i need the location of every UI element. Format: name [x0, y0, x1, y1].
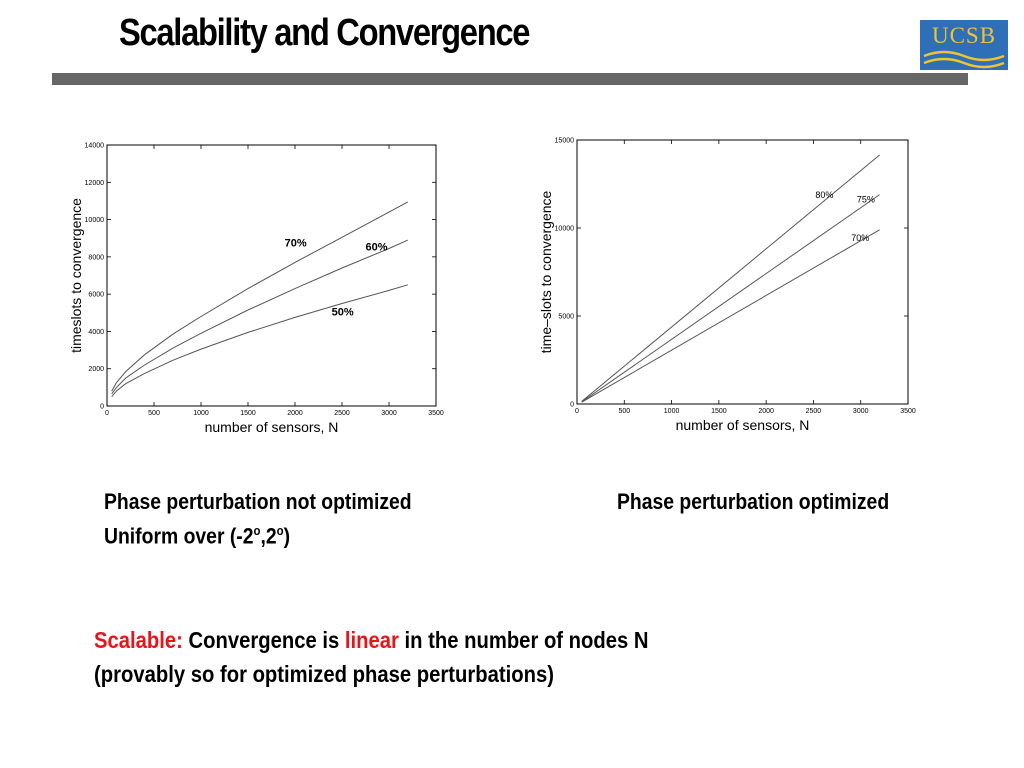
y-tick-label: 8000 — [88, 254, 104, 261]
series-line-70pct — [111, 201, 409, 392]
summary-part1: Convergence is — [182, 627, 345, 653]
summary-line2: (provably so for optimized phase perturb… — [94, 661, 554, 687]
y-tick-label: 10000 — [555, 226, 575, 233]
y-tick-label: 12000 — [85, 180, 105, 187]
title-rule — [52, 73, 968, 85]
series-label-80pct: 80% — [815, 190, 833, 200]
series-line-60pct — [111, 239, 409, 395]
x-tick-label: 3000 — [381, 410, 397, 417]
x-tick-label: 1500 — [240, 410, 256, 417]
x-tick-label: 2000 — [287, 410, 303, 417]
linear-word: linear — [344, 627, 399, 653]
y-tick-label: 0 — [570, 402, 574, 409]
chart-right: 0 500 1000 1500 2000 2500 3000 3500 0 5000 10000 15… — [538, 138, 916, 434]
scalable-label: Scalable: — [94, 627, 183, 653]
y-axis-label: time–slots to convergence — [538, 190, 554, 353]
series-label-75pct: 75% — [857, 194, 875, 204]
y-tick-label: 4000 — [88, 329, 104, 336]
x-tick-label: 3500 — [900, 408, 916, 415]
x-axis-label: number of sensors, N — [676, 417, 810, 433]
logo-text: UCSB — [931, 23, 997, 48]
caption-left-mid: ,2 — [260, 523, 277, 549]
summary-line1: Scalable: Convergence is linear in the n… — [94, 627, 649, 654]
y-tick-label: 5000 — [558, 314, 574, 321]
slide-title: Scalability and Convergence — [119, 12, 530, 54]
series-line-50pct — [111, 284, 408, 398]
caption-left-line2: Uniform over (-2o,2o) — [104, 523, 290, 549]
degree-mark: o — [276, 523, 284, 538]
x-axis-label: number of sensors, N — [205, 419, 339, 435]
x-tick-label: 0 — [575, 408, 579, 415]
x-tick-label: 3500 — [428, 410, 444, 417]
x-tick-label: 500 — [148, 410, 160, 417]
x-tick-label: 3000 — [853, 408, 869, 415]
caption-right-line1: Phase perturbation optimized — [617, 489, 890, 514]
series-line-75pct — [581, 194, 880, 403]
y-tick-label: 10000 — [85, 217, 105, 224]
logo-waves-icon — [923, 50, 1005, 69]
plot-frame — [576, 139, 909, 405]
x-tick-label: 2000 — [758, 408, 774, 415]
chart-left: 0 500 1000 1500 2000 2500 3000 3500 0 2000 4000 600… — [68, 143, 444, 436]
summary-part2: in the number of nodes N — [398, 627, 649, 653]
x-tick-label: 2500 — [334, 410, 350, 417]
y-axis-label: timeslots to convergence — [68, 198, 84, 353]
x-tick-label: 1000 — [664, 408, 680, 415]
y-tick-label: 6000 — [88, 292, 104, 299]
degree-mark: o — [253, 523, 261, 538]
series-line-80pct — [581, 154, 880, 402]
series-label-70pct: 70% — [851, 233, 869, 243]
caption-left-prefix: Uniform over (-2 — [104, 523, 254, 549]
plot-frame — [106, 144, 437, 407]
caption-left-suffix: ) — [283, 523, 291, 549]
x-tick-label: 1500 — [711, 408, 727, 415]
y-tick-label: 14000 — [85, 143, 105, 150]
series-line-70pct — [581, 229, 880, 403]
caption-left-line1: Phase perturbation not optimized — [104, 489, 412, 514]
x-tick-label: 0 — [105, 410, 109, 417]
series-label-60pct: 60% — [366, 241, 388, 253]
ucsb-logo: UCSB — [920, 20, 1008, 70]
series-label-70pct: 70% — [285, 238, 307, 250]
y-tick-label: 2000 — [88, 366, 104, 373]
y-tick-label: 0 — [100, 404, 104, 411]
x-tick-label: 1000 — [193, 410, 209, 417]
y-tick-label: 15000 — [555, 138, 575, 145]
series-label-50pct: 50% — [332, 307, 354, 319]
x-tick-label: 500 — [618, 408, 630, 415]
x-tick-label: 2500 — [806, 408, 822, 415]
